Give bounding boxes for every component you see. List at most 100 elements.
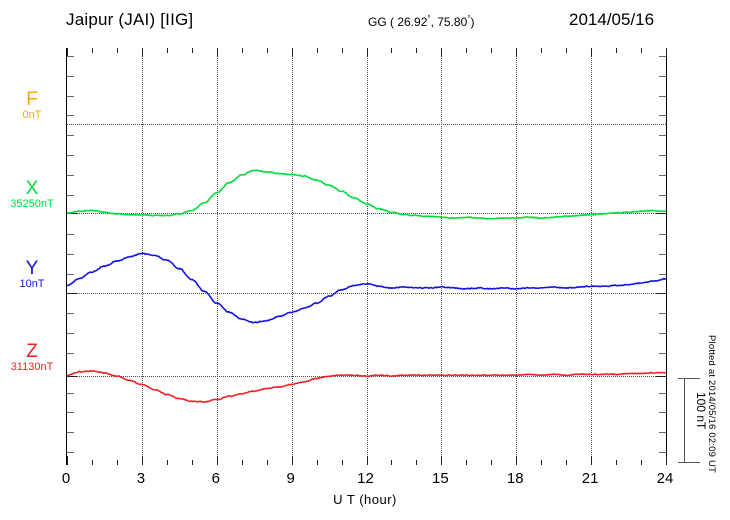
y-tick-right [659,432,666,434]
plot-grid-and-traces [67,48,667,465]
y-tick-right [659,273,666,275]
x-tick-bot-h5 [191,460,193,465]
x-tick-bot-h0 [67,456,68,465]
y-tick-right [656,213,666,214]
magnetogram-plot-area [66,48,667,465]
scale-bar-line [684,378,685,463]
component-baseline-y: 10nT [19,278,45,290]
x-tick-bot-h11 [341,460,343,465]
component-label-f: F 0nT [2,90,62,122]
y-tick-right [659,234,666,236]
x-tick-label-6: 6 [211,470,220,487]
x-tick-top-h24 [666,48,667,57]
component-label-y: Y 10nT [2,259,62,291]
x-tick-label-9: 9 [286,470,295,487]
x-tick-top-h0 [67,48,68,57]
x-tick-top-h8 [266,48,268,53]
y-tick-left [67,313,74,315]
x-tick-top-h18 [516,48,518,57]
x-tick-top-h13 [391,48,393,53]
geographic-coordinates: GG ( 26.92°, 75.80°) [368,14,474,29]
x-tick-label-24: 24 [656,470,674,487]
vertical-gridline-h21 [591,48,593,465]
x-tick-bot-h20 [566,460,568,465]
x-tick-label-3: 3 [136,470,146,487]
trace-layer [67,169,666,404]
scale-bar-cap-top [678,378,700,379]
y-tick-left [67,234,74,236]
coords-close: ) [470,15,475,29]
x-tick-bot-h7 [241,460,243,465]
x-tick-top-h21 [591,48,593,57]
component-baseline-z: 31130nT [10,361,54,373]
trace-y [67,252,666,324]
x-tick-bot-h15 [441,456,443,465]
x-tick-label-15: 15 [432,470,449,487]
scale-bar-cap-bottom [678,462,700,463]
vertical-gridline-h15 [441,48,443,465]
x-tick-top-h1 [91,48,93,53]
x-tick-top-h15 [441,48,443,57]
y-tick-left [67,452,74,453]
x-tick-label-0: 0 [61,470,71,487]
y-tick-left [67,333,74,335]
component-symbol-x: X [25,178,39,199]
y-tick-right [659,75,666,77]
x-tick-bot-h6 [216,456,218,465]
trace-x [67,169,666,220]
x-tick-top-h23 [641,48,643,53]
x-tick-bot-h21 [591,456,593,465]
x-tick-top-h17 [491,48,493,53]
y-tick-right [659,174,666,176]
y-tick-right [659,155,666,156]
x-tick-bot-h24 [666,456,667,465]
y-tick-left [67,155,74,156]
y-tick-left [67,412,74,414]
x-tick-top-h11 [341,48,343,53]
y-tick-left [67,75,74,77]
y-tick-right [659,313,666,315]
x-tick-bot-h19 [541,460,543,465]
trace-z [67,369,666,404]
x-tick-bot-h3 [141,456,143,465]
x-tick-top-h4 [166,48,168,53]
x-tick-top-h12 [366,48,368,57]
x-tick-bot-h4 [166,460,168,465]
degree-symbol-lon: ° [467,14,471,23]
vertical-gridline-h12 [366,48,368,465]
y-tick-left [67,95,74,97]
observation-date: 2014/05/16 [569,10,655,29]
x-tick-top-h6 [216,48,218,57]
x-tick-bot-h14 [416,460,418,465]
coords-lon: , 75.80 [430,15,468,29]
y-tick-right [659,412,666,414]
x-tick-bot-h9 [291,456,293,465]
y-tick-right [659,95,666,97]
vertical-gridline-h18 [516,48,518,465]
y-tick-right [656,376,666,377]
component-label-z: Z 31130nT [2,342,62,374]
plotted-at-timestamp: Plotted at 2014/05/16 02:09 UT [706,335,717,474]
x-tick-bot-h17 [491,460,493,465]
y-tick-right [656,293,666,294]
component-symbol-z: Z [26,341,38,362]
y-tick-right [659,135,666,137]
x-tick-bot-h8 [266,460,268,465]
x-axis-title: U T (hour) [333,492,397,507]
x-tick-bot-h10 [316,460,318,465]
y-tick-left [67,194,74,196]
scale-bar: 100 nT [678,378,708,463]
scale-bar-label: 100 nT [694,392,708,430]
x-tick-top-h16 [466,48,468,53]
y-tick-right [659,56,666,57]
y-tick-right [659,392,666,394]
component-label-x: X 35250nT [2,179,62,211]
component-symbol-y: Y [25,258,39,279]
x-tick-top-h7 [241,48,243,53]
x-tick-top-h5 [191,48,193,53]
y-tick-left [67,135,74,137]
y-tick-right [659,333,666,335]
x-tick-bot-h12 [366,456,368,465]
x-tick-top-h19 [541,48,543,53]
